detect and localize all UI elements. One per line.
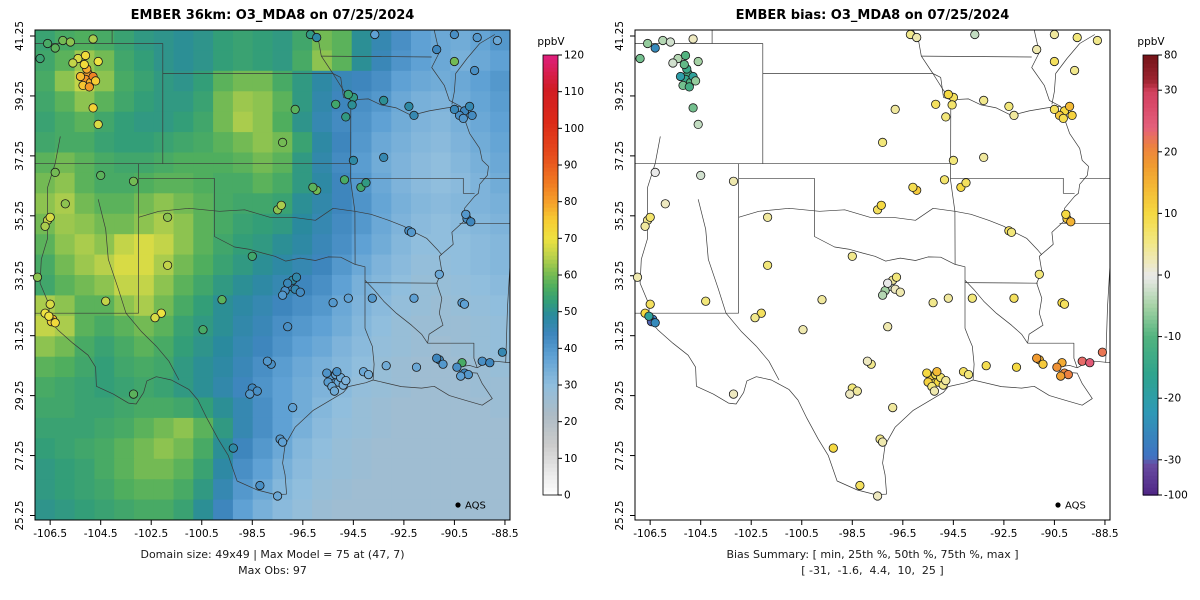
- svg-text:35.25: 35.25: [614, 201, 626, 231]
- svg-text:-96.5: -96.5: [889, 528, 916, 540]
- svg-text:29.25: 29.25: [14, 381, 26, 411]
- bias-colorbar-unit: ppbV: [1137, 36, 1165, 48]
- svg-text:-106.5: -106.5: [633, 528, 667, 540]
- svg-text:-10: -10: [1164, 331, 1181, 343]
- bias-map-panel: -106.5 -104.5 -102.5 -100.5 -98.5 -96.5 -94.5 -…: [614, 21, 1188, 540]
- svg-text:120: 120: [564, 50, 584, 62]
- svg-text:10: 10: [1164, 208, 1177, 220]
- ozone-colorbar: 0 10 20 30 40 50 60 70 80 90 100 110 120: [542, 50, 584, 502]
- svg-text:-92.5: -92.5: [390, 528, 417, 540]
- svg-text:100: 100: [564, 123, 584, 135]
- svg-text:20: 20: [564, 416, 577, 428]
- svg-text:-90.5: -90.5: [441, 528, 468, 540]
- svg-text:29.25: 29.25: [614, 381, 626, 411]
- aqs-dot-icon: [1055, 502, 1061, 508]
- svg-text:27.25: 27.25: [614, 441, 626, 471]
- svg-text:-92.5: -92.5: [990, 528, 1017, 540]
- aqs-legend: AQS: [455, 501, 486, 512]
- aqs-legend: AQS: [1055, 501, 1086, 512]
- bias-map-title: EMBER bias: O3_MDA8 on 07/25/2024: [735, 8, 1010, 23]
- svg-text:-98.5: -98.5: [839, 528, 866, 540]
- axes: -106.5 -104.5 -102.5 -100.5 -98.5 -96.5 -94.5 -…: [614, 21, 1119, 540]
- svg-text:-104.5: -104.5: [684, 528, 718, 540]
- svg-text:-106.5: -106.5: [33, 528, 67, 540]
- state-borders-layer: [35, 30, 510, 495]
- svg-text:20: 20: [1164, 146, 1177, 158]
- axes: -106.5 -104.5 -102.5 -100.5 -98.5 -96.5 -94.5 -…: [14, 21, 519, 540]
- svg-text:33.25: 33.25: [14, 261, 26, 291]
- svg-text:60: 60: [564, 270, 577, 282]
- model-colorbar-unit: ppbV: [537, 36, 565, 48]
- bias-caption-line2: [ -31, -1.6, 4.4, 10, 25 ]: [801, 564, 944, 577]
- svg-text:-88.5: -88.5: [1091, 528, 1118, 540]
- svg-text:-104.5: -104.5: [84, 528, 118, 540]
- svg-text:-102.5: -102.5: [134, 528, 168, 540]
- svg-text:90: 90: [564, 160, 577, 172]
- svg-text:25.25: 25.25: [14, 500, 26, 530]
- svg-text:-100.5: -100.5: [185, 528, 219, 540]
- svg-text:41.25: 41.25: [614, 21, 626, 51]
- svg-text:AQS: AQS: [465, 501, 486, 512]
- svg-text:40: 40: [564, 343, 577, 355]
- bias-colorbar: 80 30 20 10 0 -10 -20 -30 -100: [1142, 50, 1188, 502]
- svg-text:-20: -20: [1164, 393, 1181, 405]
- svg-text:39.25: 39.25: [614, 81, 626, 111]
- svg-text:25.25: 25.25: [614, 500, 626, 530]
- svg-text:35.25: 35.25: [14, 201, 26, 231]
- model-map-title: EMBER 36km: O3_MDA8 on 07/25/2024: [130, 8, 415, 23]
- svg-text:0: 0: [564, 490, 571, 502]
- svg-text:-94.5: -94.5: [940, 528, 967, 540]
- svg-text:-90.5: -90.5: [1041, 528, 1068, 540]
- svg-text:-100.5: -100.5: [785, 528, 819, 540]
- svg-text:AQS: AQS: [1065, 501, 1086, 512]
- svg-text:-98.5: -98.5: [239, 528, 266, 540]
- model-caption-line1: Domain size: 49x49 | Max Model = 75 at (…: [140, 548, 405, 561]
- bias-caption-line1: Bias Summary: [ min, 25th %, 50th %, 75t…: [726, 548, 1019, 561]
- svg-text:-102.5: -102.5: [734, 528, 768, 540]
- state-borders-layer: [635, 30, 1110, 495]
- model-caption-line2: Max Obs: 97: [238, 564, 307, 577]
- svg-text:-96.5: -96.5: [289, 528, 316, 540]
- svg-text:37.25: 37.25: [614, 141, 626, 171]
- svg-text:-88.5: -88.5: [491, 528, 518, 540]
- svg-text:70: 70: [564, 233, 577, 245]
- station-points-layer: [632, 29, 1107, 501]
- svg-text:110: 110: [564, 86, 584, 98]
- svg-text:50: 50: [564, 306, 577, 318]
- svg-text:80: 80: [1164, 50, 1177, 62]
- svg-text:30: 30: [1164, 85, 1177, 97]
- svg-text:31.25: 31.25: [14, 321, 26, 351]
- svg-text:80: 80: [564, 196, 577, 208]
- svg-text:0: 0: [1164, 270, 1171, 282]
- svg-text:37.25: 37.25: [14, 141, 26, 171]
- svg-text:31.25: 31.25: [614, 321, 626, 351]
- svg-text:27.25: 27.25: [14, 441, 26, 471]
- svg-text:33.25: 33.25: [614, 261, 626, 291]
- svg-text:10: 10: [564, 453, 577, 465]
- aqs-dot-icon: [455, 502, 461, 508]
- svg-text:-30: -30: [1164, 454, 1181, 466]
- station-points-layer: [32, 29, 507, 501]
- svg-text:41.25: 41.25: [14, 21, 26, 51]
- svg-text:-94.5: -94.5: [340, 528, 367, 540]
- svg-text:39.25: 39.25: [14, 81, 26, 111]
- svg-text:30: 30: [564, 380, 577, 392]
- model-map-panel: -106.5 -104.5 -102.5 -100.5 -98.5 -96.5 -94.5 -…: [14, 21, 584, 540]
- svg-text:-100: -100: [1164, 490, 1188, 502]
